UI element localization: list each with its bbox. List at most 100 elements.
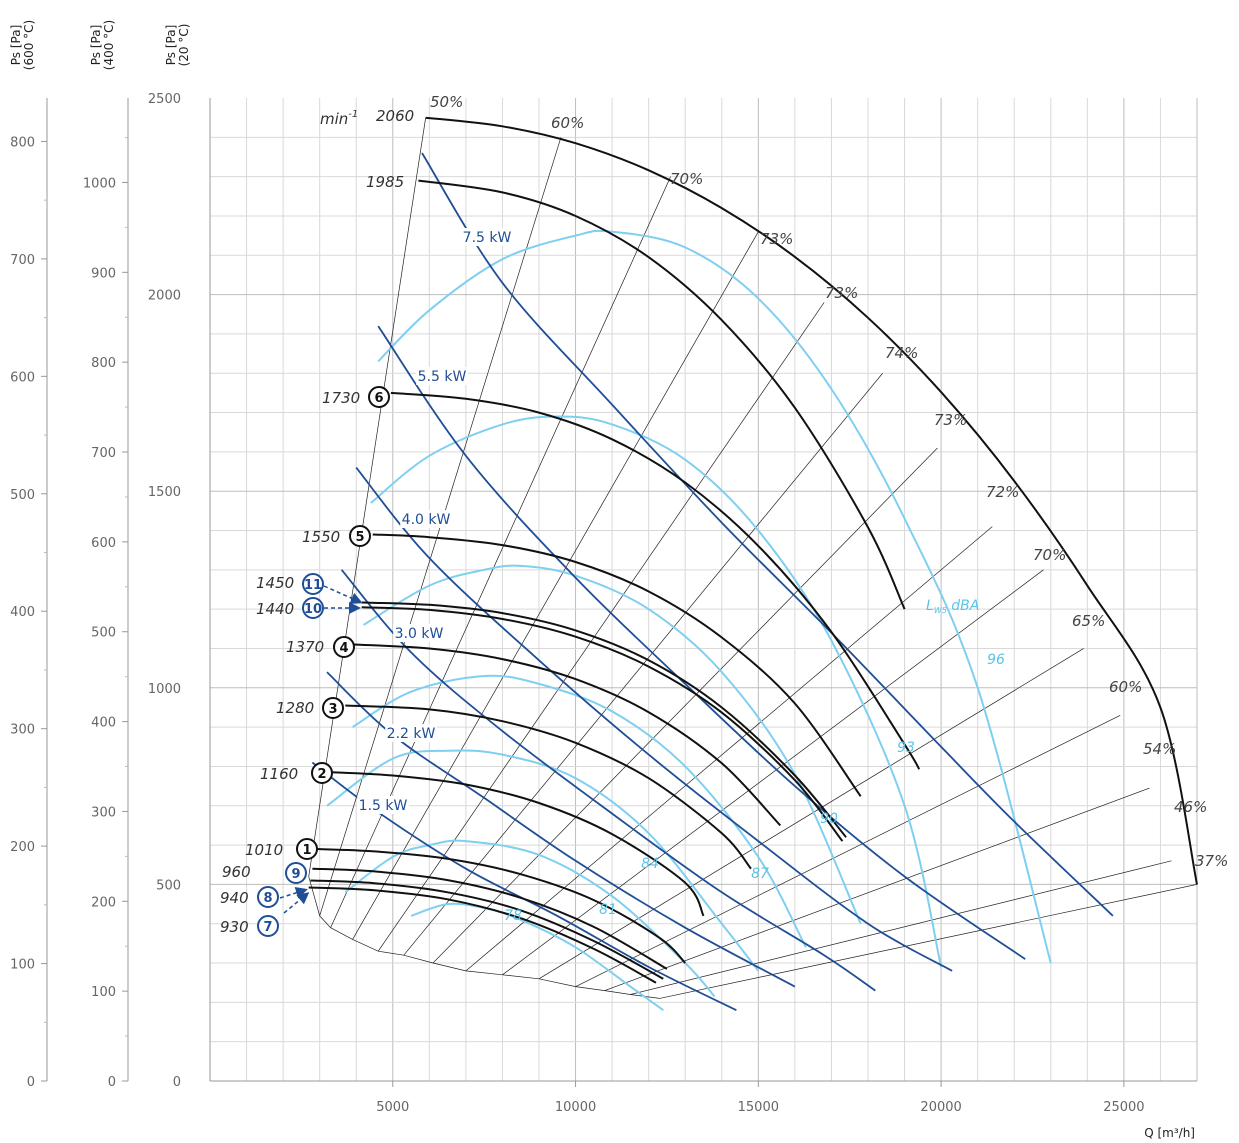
efficiency-line [538, 648, 1084, 980]
sound-power-label: LW5 dBA [926, 598, 979, 615]
y-axis-label: Ps [Pa] (600 °C) [9, 20, 36, 70]
operating-point-marker [296, 838, 318, 860]
speed-curve [312, 867, 668, 970]
efficiency-line [575, 715, 1121, 987]
operating-point-number: 7 [263, 920, 272, 935]
power-label-bg [416, 367, 468, 385]
speed-curves [308, 116, 1198, 984]
speed-curve [310, 879, 664, 980]
speed-curve [315, 848, 686, 964]
y-tick-label: 0 [173, 1075, 181, 1090]
efficiency-line [308, 117, 427, 877]
speed-label: 1450 [256, 574, 294, 592]
efficiency-line [630, 860, 1172, 995]
sound-curves [326, 229, 1052, 1012]
sound-level-label: 78 [504, 908, 522, 924]
operating-point-number: 11 [304, 578, 322, 593]
efficiency-label: 73% [760, 230, 793, 248]
speed-curve [308, 886, 657, 984]
speed-label: 1985 [366, 173, 404, 191]
y-tick-label: 1500 [148, 485, 181, 500]
power-line [377, 325, 1026, 960]
power-label-bg [400, 510, 452, 528]
speed-label: 940 [220, 889, 249, 907]
speed-label: 2060 [376, 107, 414, 125]
power-label: 4.0 kW [402, 512, 451, 528]
operating-point-number: 5 [355, 530, 364, 545]
operating-point-marker [368, 386, 390, 408]
sound-level-label: 93 [897, 740, 915, 756]
y-tick-label: 400 [10, 605, 35, 620]
sound-curve [370, 415, 943, 968]
y-tick-label: 200 [10, 840, 35, 855]
y-tick-label: 200 [91, 895, 116, 910]
efficiency-line [377, 302, 825, 952]
operating-point-marker [311, 762, 333, 784]
x-tick-label: 25000 [1103, 1100, 1144, 1115]
x-tick-label: 5000 [376, 1100, 409, 1115]
power-lines [311, 152, 1114, 1012]
y-axis-label-line: (600 °C) [22, 20, 36, 70]
speed-label: 1370 [286, 638, 324, 656]
speed-curve [425, 116, 1198, 885]
operating-point-marker [257, 915, 279, 937]
power-label: 7.5 kW [463, 230, 512, 246]
y-tick-label: 1000 [83, 176, 116, 191]
operating-point-number: 9 [291, 867, 300, 882]
y-tick-label: 0 [27, 1075, 35, 1090]
power-label: 3.0 kW [395, 626, 444, 642]
operating-point-marker [257, 886, 279, 908]
y-tick-label: 1000 [148, 682, 181, 697]
x-axis-label: Q [m³/h] [1144, 1126, 1195, 1140]
speed-curve [361, 606, 844, 842]
sound-curve [410, 902, 664, 1012]
operating-point-marker [333, 636, 355, 658]
speed-curve [372, 533, 862, 797]
y-tick-label: 2500 [148, 92, 181, 107]
sound-level-label: 84 [641, 856, 659, 872]
y-tick-label: 100 [10, 958, 35, 973]
grid [210, 98, 1198, 1081]
efficiency-label: 70% [1033, 546, 1066, 564]
marker-arrow [279, 887, 308, 899]
power-label-bg [357, 796, 409, 814]
power-label-bg [393, 624, 445, 642]
efficiency-line [465, 526, 993, 972]
y-axis-label-line: Ps [Pa] [9, 25, 23, 66]
efficiency-label: 60% [551, 114, 584, 132]
y-tick-label: 800 [91, 356, 116, 371]
marker-arrow [283, 892, 310, 914]
efficiency-boundary [308, 876, 660, 999]
y-tick-label: 500 [10, 488, 35, 503]
power-line [421, 152, 1114, 917]
efficiency-line [352, 231, 759, 940]
operating-point-number: 1 [302, 843, 311, 858]
speed-label: 930 [220, 918, 249, 936]
power-label: 2.2 kW [387, 726, 436, 742]
efficiency-label: 46% [1174, 798, 1207, 816]
efficiency-label: 50% [430, 93, 463, 111]
y-tick-label: 600 [10, 370, 35, 385]
sound-level-label: 96 [987, 652, 1005, 668]
efficiency-label: 73% [825, 284, 858, 302]
y-axis-label-line: (20 °C) [177, 24, 191, 67]
operating-point-marker [322, 697, 344, 719]
y-tick-label: 300 [91, 805, 116, 820]
y-axis-label-line: Ps [Pa] [89, 25, 103, 66]
efficiency-line [502, 569, 1044, 976]
sound-level-label: 87 [751, 866, 769, 882]
y-tick-label: 0 [108, 1075, 116, 1090]
power-label-bg [461, 228, 513, 246]
operating-point-number: 6 [374, 391, 383, 406]
speed-label: 1010 [245, 841, 283, 859]
y-tick-label: 500 [156, 878, 181, 893]
speed-unit-label: min-1 [320, 109, 358, 128]
speed-curve [390, 391, 921, 770]
efficiency-label: 54% [1143, 740, 1176, 758]
y-tick-label: 600 [91, 536, 116, 551]
efficiency-label: 37% [1195, 852, 1228, 870]
marker-arrow [323, 585, 363, 604]
power-line [340, 569, 876, 992]
y-tick-label: 100 [91, 985, 116, 1000]
y-axis-label-line: Ps [Pa] [164, 25, 178, 66]
